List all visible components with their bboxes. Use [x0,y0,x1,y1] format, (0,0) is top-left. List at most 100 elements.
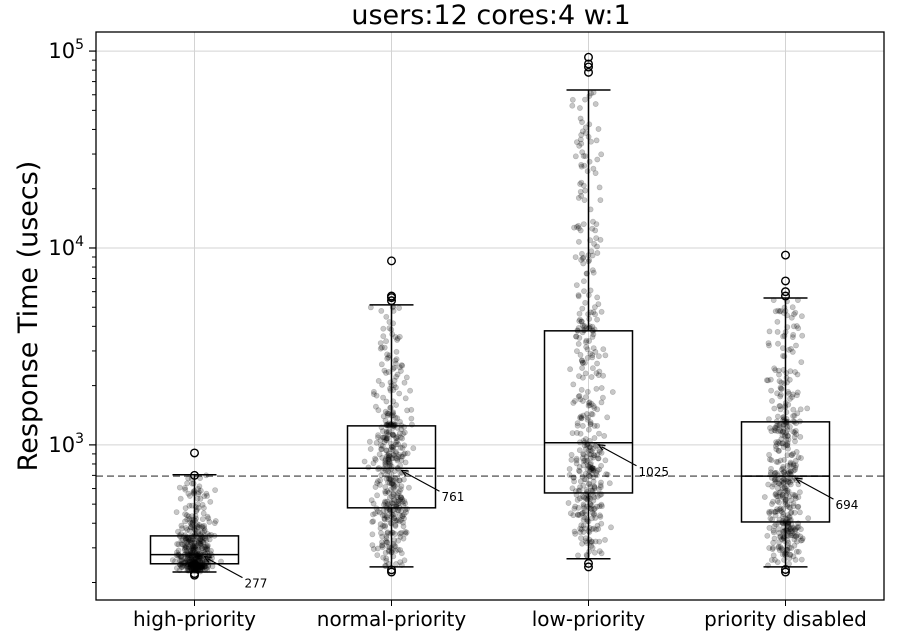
data-point [370,518,377,525]
data-point [799,332,806,339]
data-point [402,459,409,466]
data-point [779,440,786,447]
data-point [393,373,399,380]
data-point [385,428,392,434]
data-point [782,501,789,508]
data-point [368,497,375,504]
data-point [205,515,212,522]
data-point [590,525,597,532]
data-point [787,467,794,474]
data-point [191,540,198,546]
data-point [586,400,592,406]
data-point [575,552,581,559]
data-point [185,536,192,543]
data-point [573,333,579,340]
data-point [190,546,197,553]
data-point [590,467,596,473]
data-point [397,444,404,451]
data-point [397,486,404,492]
data-point [579,305,586,312]
data-point [785,432,791,439]
iqr-box [346,425,437,509]
data-point [775,413,781,420]
data-point [770,544,776,551]
data-point [382,437,389,443]
data-point [197,495,204,502]
data-point [372,456,379,463]
data-point [390,451,397,458]
data-point [578,522,585,529]
data-point [396,518,403,525]
data-point [396,305,402,311]
data-point [775,459,781,465]
data-point [384,498,390,505]
data-point [385,411,392,417]
data-point [797,406,804,413]
data-point [195,485,201,492]
data-point [787,460,794,467]
data-point [392,441,399,448]
data-point [589,333,596,340]
data-point [188,555,194,562]
data-point [580,457,587,464]
data-point [779,536,785,543]
data-point [793,462,799,469]
data-point [175,528,181,535]
data-point [784,487,790,494]
data-point [792,492,798,499]
data-point [189,544,195,551]
data-point [580,359,586,366]
data-point [398,517,405,523]
data-point [379,542,386,549]
data-point [788,545,795,551]
data-point [395,441,402,448]
data-point [199,556,206,563]
data-point [183,512,190,519]
data-point [385,489,392,496]
data-point [385,432,391,438]
data-point [573,282,580,288]
data-point [382,538,389,545]
data-point [186,557,193,563]
data-point [794,389,801,396]
data-point [775,447,782,454]
data-point [785,445,791,452]
data-point [792,527,799,534]
data-point [387,460,394,467]
data-point [400,451,407,458]
data-point [193,542,200,549]
data-point [577,430,584,437]
data-point [389,455,396,462]
data-point [777,393,784,400]
data-point [790,467,797,474]
data-point [780,425,787,432]
data-point [183,525,189,531]
data-point [571,505,578,512]
data-point [578,535,584,541]
data-point [765,481,772,488]
data-point [580,412,587,419]
data-point [770,539,777,546]
scatter-points [169,89,812,575]
data-point [596,486,602,493]
data-point [785,436,792,443]
data-point [374,434,381,441]
data-point [187,538,194,545]
data-point [407,387,413,394]
data-point [203,490,210,497]
data-point [191,544,198,550]
data-point [589,267,596,274]
data-point [766,510,773,516]
data-point [589,225,596,232]
data-point [581,494,587,501]
data-point [370,546,377,552]
data-point [393,476,399,483]
data-point [768,457,775,463]
data-point [581,324,587,331]
data-point [394,546,401,553]
data-point [203,546,210,552]
data-point [780,479,787,486]
data-point [773,493,780,499]
data-point [396,333,403,340]
data-point [569,102,576,109]
